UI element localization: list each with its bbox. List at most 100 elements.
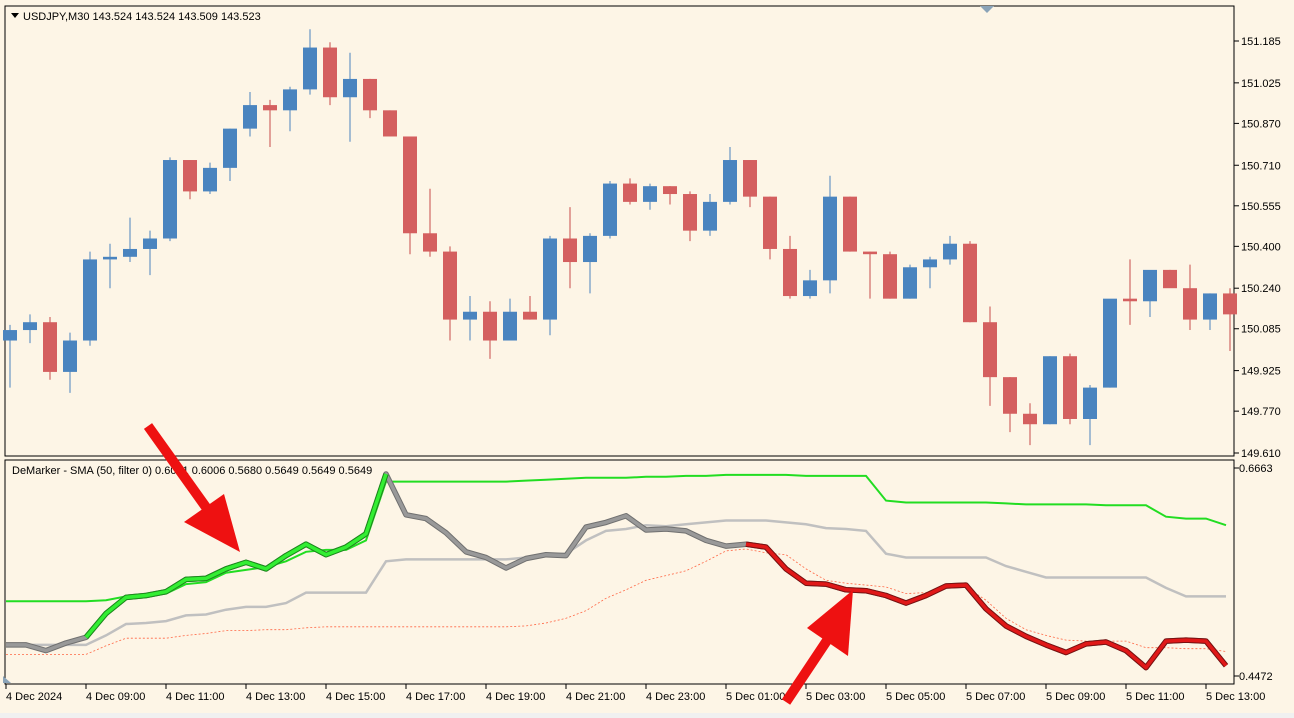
- time-axis: 4 Dec 2024 4 Dec 09:00 4 Dec 11:00 4 Dec 13…: [5, 684, 1265, 703]
- price-tick-label: 150.240: [1241, 283, 1281, 295]
- candle-body: [1183, 288, 1197, 320]
- candle-body: [283, 89, 297, 111]
- time-tick-label: 4 Dec 2024: [6, 691, 62, 703]
- candle-body: [583, 235, 597, 263]
- candle-body: [903, 267, 917, 299]
- candle-body: [703, 201, 717, 231]
- demarker-up-highlight: [84, 473, 388, 639]
- candle-body: [723, 160, 737, 202]
- indicator-pane-frame: [4, 459, 1235, 685]
- candle-body: [1143, 269, 1157, 302]
- candle-body: [603, 183, 617, 236]
- candle-body: [643, 186, 657, 202]
- price-tick-label: 151.025: [1241, 78, 1281, 90]
- time-tick-label: 5 Dec 01:00: [726, 691, 785, 703]
- candle-body: [83, 259, 97, 341]
- chart-shift-marker-icon[interactable]: [980, 6, 994, 13]
- time-tick-label: 5 Dec 03:00: [806, 691, 865, 703]
- candle-body: [1103, 298, 1117, 388]
- time-tick-label: 4 Dec 13:00: [246, 691, 305, 703]
- price-tick-label: 150.085: [1241, 324, 1281, 336]
- candlesticks: [3, 29, 1237, 446]
- candle-body: [243, 105, 257, 129]
- candle-body: [43, 322, 57, 372]
- candle-body: [23, 322, 37, 331]
- candle-body: [1063, 356, 1077, 419]
- candle-body: [443, 251, 457, 320]
- time-tick-label: 5 Dec 07:00: [966, 691, 1025, 703]
- candle-body: [263, 105, 277, 111]
- price-tick-label: 149.925: [1241, 366, 1281, 378]
- candle-body: [303, 47, 317, 90]
- downtrend-arrow-icon: [781, 590, 853, 705]
- indicator-tick-label: 0.6663: [1239, 463, 1273, 475]
- candle-body: [203, 167, 217, 192]
- price-tick-label: 149.770: [1241, 406, 1281, 418]
- indicator-axis: 0.6663 0.4472: [1234, 463, 1273, 683]
- candle-body: [1043, 356, 1057, 425]
- candle-body: [883, 254, 897, 299]
- indicator-tick-label: 0.4472: [1239, 671, 1273, 683]
- candle-body: [103, 256, 117, 260]
- candle-body: [1123, 298, 1137, 302]
- candle-body: [183, 160, 197, 192]
- candle-body: [383, 110, 397, 137]
- candle-body: [623, 183, 637, 202]
- candle-body: [743, 160, 757, 197]
- price-axis: 151.185 151.025 150.870 150.710 150.555 150.4…: [1234, 36, 1281, 460]
- symbol-header: USDJPY,M30 143.524 143.524 143.509 143.5…: [23, 11, 261, 23]
- candle-body: [563, 238, 577, 263]
- price-tick-label: 150.555: [1241, 201, 1281, 213]
- price-tick-label: 150.710: [1241, 160, 1281, 172]
- candle-body: [823, 196, 837, 281]
- sma-line: [6, 519, 1226, 647]
- indicator-header: DeMarker - SMA (50, filter 0) 0.6031 0.6…: [12, 465, 372, 477]
- time-tick-label: 4 Dec 19:00: [486, 691, 545, 703]
- candle-body: [663, 186, 677, 195]
- candle-body: [963, 243, 977, 323]
- time-tick-label: 4 Dec 21:00: [566, 691, 625, 703]
- candle-body: [323, 47, 337, 98]
- price-tick-label: 150.870: [1241, 118, 1281, 130]
- candle-body: [343, 78, 357, 98]
- candle-body: [943, 243, 957, 260]
- candle-body: [763, 196, 777, 249]
- scroll-marker-icon[interactable]: [3, 676, 11, 683]
- candle-body: [163, 160, 177, 239]
- uptrend-arrow-icon: [143, 423, 240, 552]
- time-tick-label: 4 Dec 11:00: [166, 691, 225, 703]
- candle-body: [503, 311, 517, 341]
- main-pane-frame: [4, 5, 1235, 457]
- time-tick-label: 5 Dec 11:00: [1126, 691, 1185, 703]
- candle-body: [363, 78, 377, 111]
- candle-body: [803, 280, 817, 297]
- candle-body: [983, 322, 997, 378]
- candle-body: [1203, 293, 1217, 320]
- candle-body: [523, 311, 537, 320]
- candle-body: [683, 194, 697, 231]
- price-tick-label: 151.185: [1241, 36, 1281, 48]
- candle-body: [863, 251, 877, 255]
- candle-body: [423, 233, 437, 252]
- candle-body: [143, 238, 157, 249]
- time-tick-label: 4 Dec 15:00: [326, 691, 385, 703]
- time-tick-label: 4 Dec 17:00: [406, 691, 465, 703]
- candle-body: [1083, 387, 1097, 419]
- candle-body: [123, 248, 137, 257]
- time-tick-label: 5 Dec 05:00: [886, 691, 945, 703]
- candle-body: [843, 196, 857, 252]
- candle-body: [783, 248, 797, 297]
- candle-body: [463, 311, 477, 320]
- symbol-menu-triangle-icon[interactable]: [11, 13, 19, 18]
- candle-body: [1163, 269, 1177, 289]
- candle-body: [1223, 293, 1237, 315]
- lower-band-line: [6, 548, 1227, 655]
- price-tick-label: 150.400: [1241, 241, 1281, 253]
- time-tick-label: 5 Dec 09:00: [1046, 691, 1105, 703]
- time-tick-label: 4 Dec 23:00: [646, 691, 705, 703]
- demarker-lines: [6, 471, 1229, 671]
- candle-body: [543, 238, 557, 320]
